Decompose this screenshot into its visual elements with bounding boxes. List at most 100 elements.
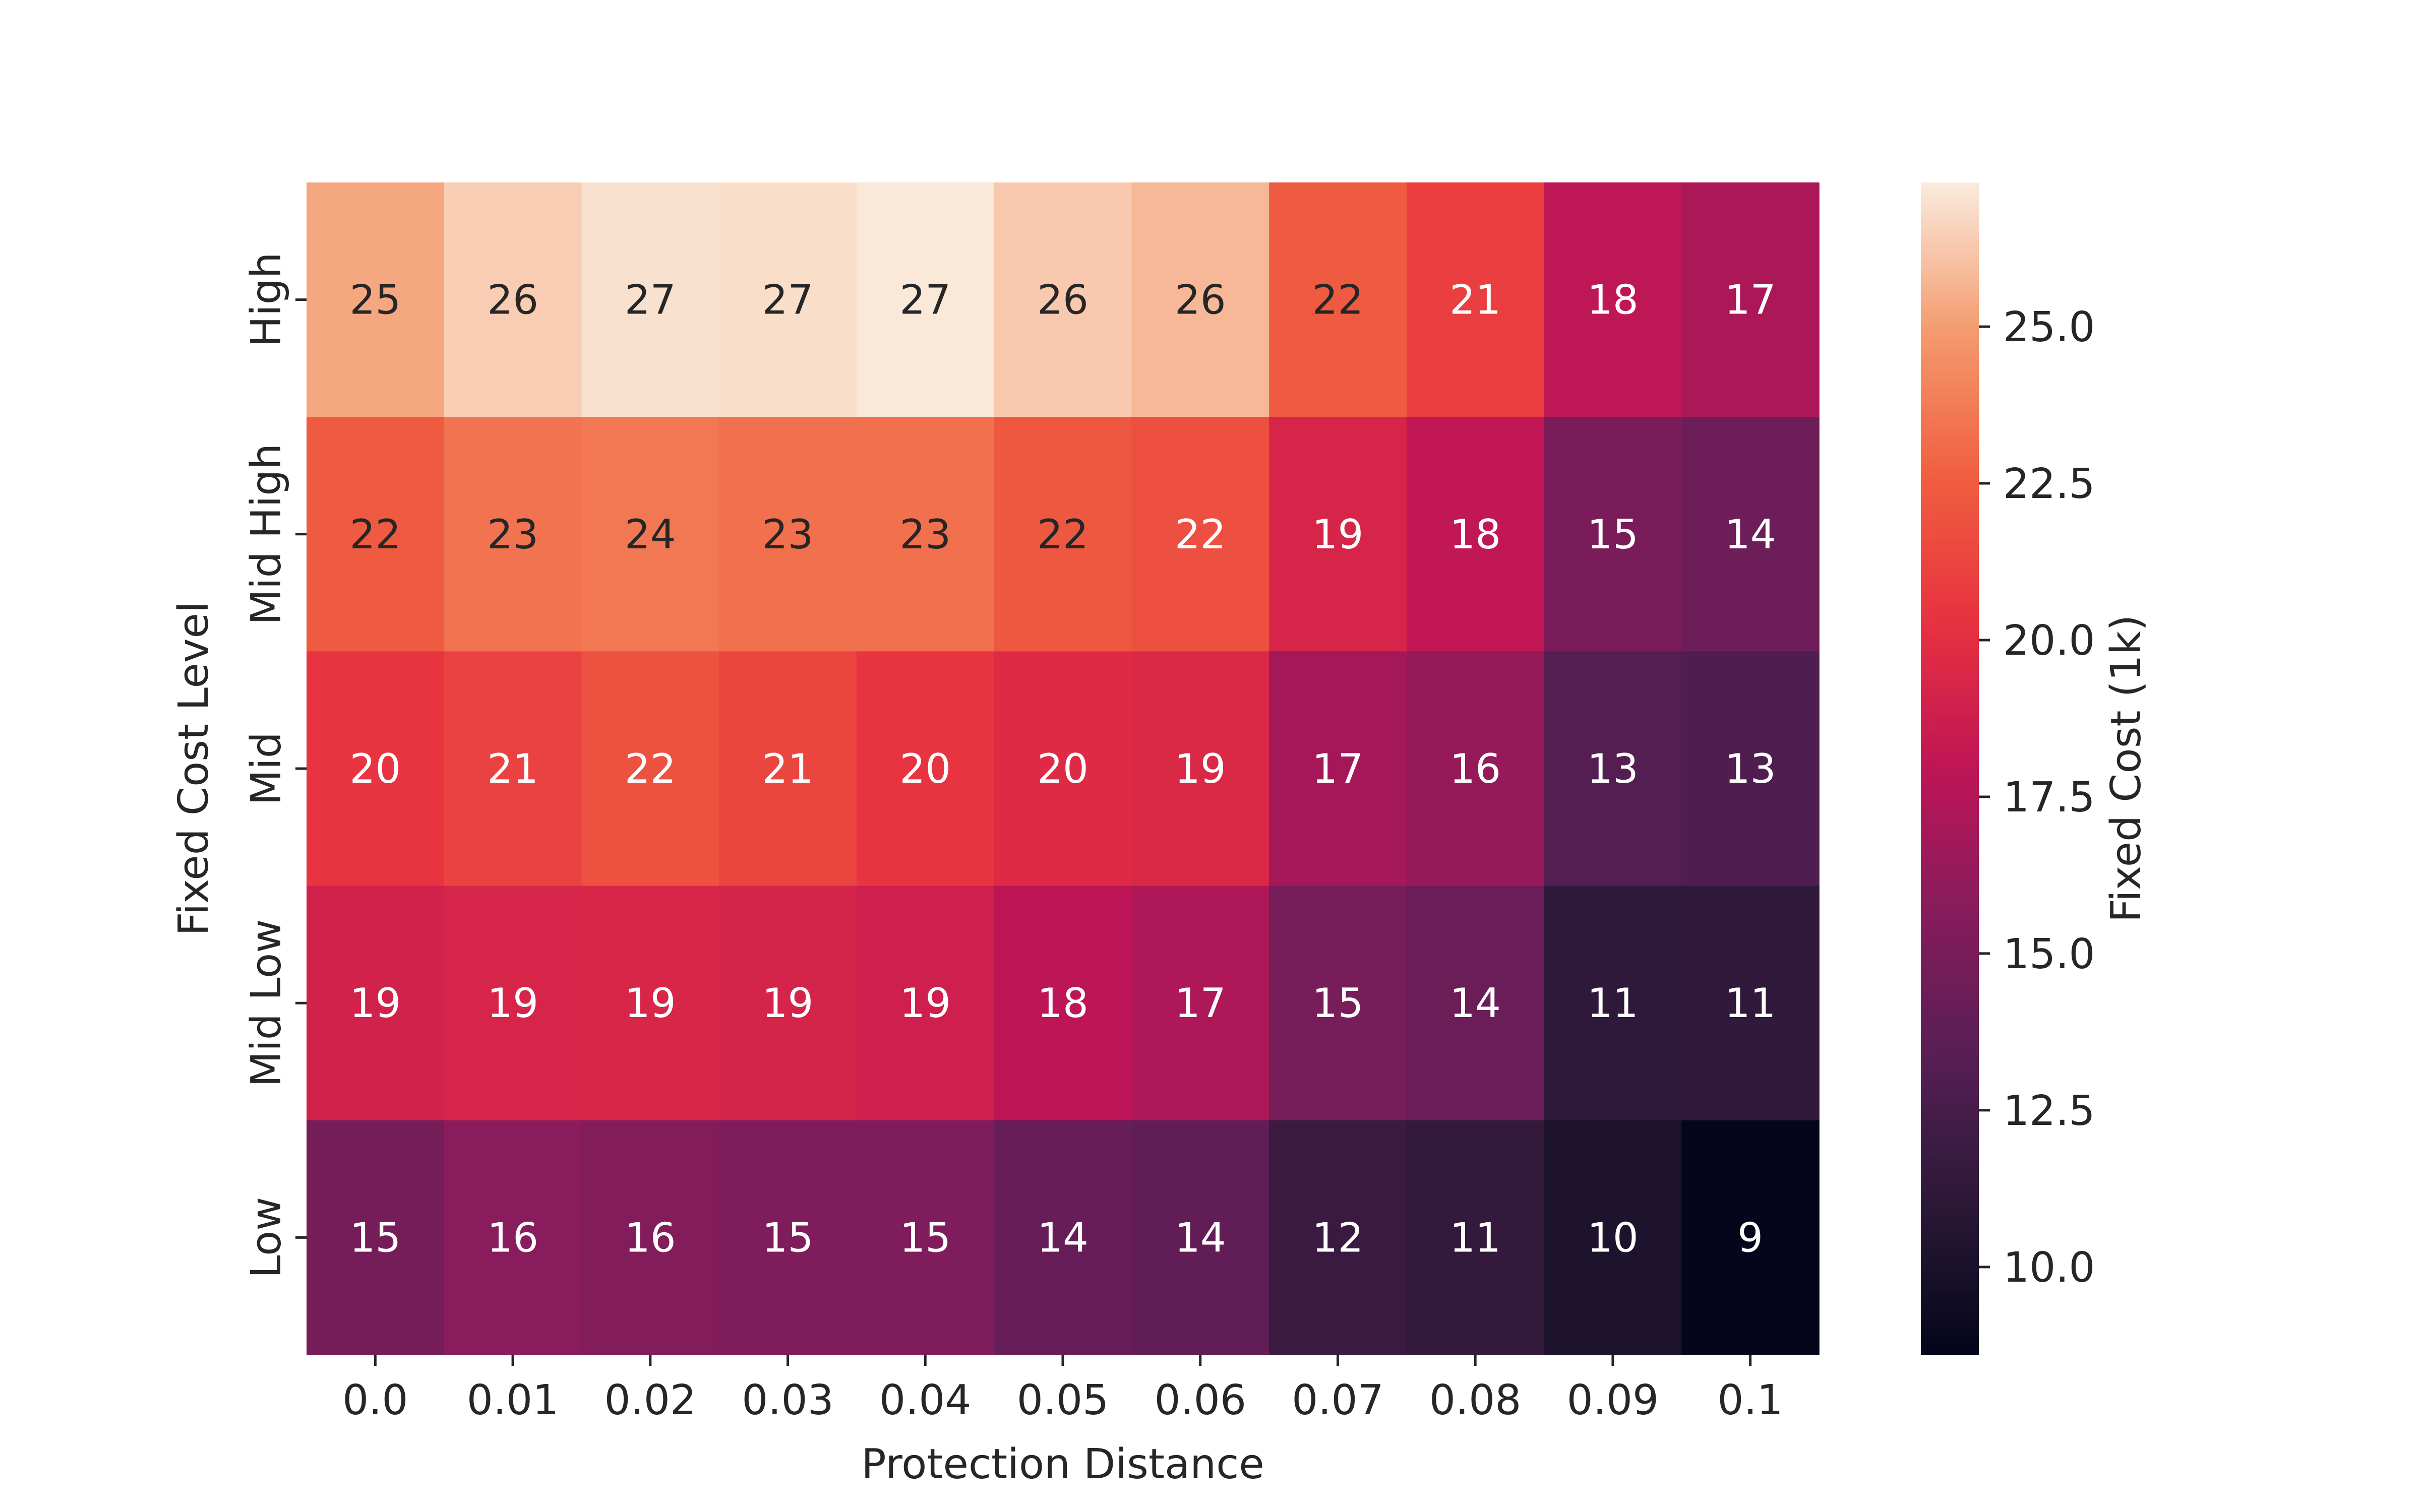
- cell-annotation: 18: [1449, 511, 1501, 558]
- heatmap-cell: [1131, 182, 1269, 417]
- cell-annotation: 26: [1037, 277, 1088, 324]
- heatmap-cell: [994, 182, 1132, 417]
- heatmap-cell: [307, 651, 445, 887]
- x-tick-label: 0.05: [1017, 1376, 1109, 1424]
- heatmap-cell: [1544, 182, 1682, 417]
- cell-annotation: 14: [1725, 511, 1776, 558]
- x-axis-label: Protection Distance: [861, 1440, 1264, 1488]
- heatmap-cell: [719, 182, 857, 417]
- x-tick-label: 0.08: [1429, 1376, 1522, 1424]
- heatmap-cell: [1131, 651, 1269, 887]
- heatmap-cell: [719, 886, 857, 1121]
- cell-annotation: 26: [487, 277, 538, 324]
- cell-annotation: 22: [1312, 277, 1364, 324]
- heatmap-cell: [856, 417, 995, 652]
- heatmap-cell: [719, 417, 857, 652]
- cell-annotation: 15: [1312, 980, 1364, 1027]
- heatmap-cell: [307, 886, 445, 1121]
- y-axis-label: Fixed Cost Level: [170, 601, 218, 935]
- heatmap-cell: [856, 886, 995, 1121]
- cell-annotation: 24: [625, 511, 676, 558]
- cell-annotation: 19: [625, 980, 676, 1027]
- x-tick-label: 0.01: [467, 1376, 559, 1424]
- cell-annotation: 15: [899, 1214, 951, 1261]
- heatmap-cell: [994, 651, 1132, 887]
- heatmap-cell: [1544, 417, 1682, 652]
- heatmap-cell: [1544, 886, 1682, 1121]
- cell-annotation: 25: [349, 277, 401, 324]
- colorbar-tick-label: 20.0: [2003, 617, 2095, 665]
- cell-annotation: 17: [1312, 745, 1364, 792]
- heatmap-cell: [1269, 651, 1407, 887]
- heatmap-cell: [1269, 182, 1407, 417]
- cell-annotation: 22: [349, 511, 401, 558]
- cell-annotation: 19: [1312, 511, 1364, 558]
- heatmap-cell: [307, 1120, 445, 1355]
- x-tick-label: 0.03: [742, 1376, 834, 1424]
- heatmap-cell: [307, 182, 445, 417]
- heatmap-cell: [1131, 417, 1269, 652]
- cell-annotation: 19: [899, 980, 951, 1027]
- cell-annotation: 22: [625, 745, 676, 792]
- heatmap-cells: [307, 182, 1820, 1355]
- heatmap-cell: [444, 651, 582, 887]
- heatmap-cell: [1131, 886, 1269, 1121]
- cell-annotation: 17: [1175, 980, 1226, 1027]
- x-tick-label: 0.09: [1567, 1376, 1659, 1424]
- heatmap-cell: [856, 1120, 995, 1355]
- cell-annotation: 23: [899, 511, 951, 558]
- colorbar-tick-label: 12.5: [2003, 1087, 2095, 1135]
- cell-annotation: 12: [1312, 1214, 1364, 1261]
- cell-annotation: 19: [487, 980, 538, 1027]
- heatmap-cell: [1406, 886, 1545, 1121]
- y-tick-label: Low: [243, 1197, 290, 1278]
- cell-annotation: 10: [1587, 1214, 1639, 1261]
- cell-annotation: 27: [762, 277, 814, 324]
- colorbar-tick-label: 17.5: [2003, 774, 2095, 822]
- cell-annotation: 19: [1175, 745, 1226, 792]
- cell-annotation: 9: [1737, 1214, 1763, 1261]
- x-tick-label: 0.02: [604, 1376, 697, 1424]
- colorbar-tick-label: 10.0: [2003, 1244, 2095, 1292]
- cell-annotation: 15: [762, 1214, 814, 1261]
- heatmap-cell: [1544, 1120, 1682, 1355]
- cell-annotation: 21: [487, 745, 538, 792]
- heatmap-cell: [444, 182, 582, 417]
- colorbar-tick-label: 25.0: [2003, 303, 2095, 351]
- heatmap-cell: [856, 651, 995, 887]
- cell-annotation: 11: [1587, 980, 1639, 1027]
- heatmap-cell: [581, 651, 719, 887]
- y-tick-label: Mid: [243, 732, 290, 805]
- cell-annotation: 17: [1725, 277, 1776, 324]
- x-tick-label: 0.06: [1154, 1376, 1246, 1424]
- cell-annotation: 18: [1037, 980, 1088, 1027]
- heatmap-cell: [1406, 417, 1545, 652]
- cell-annotation: 23: [487, 511, 538, 558]
- cell-annotation: 21: [762, 745, 814, 792]
- heatmap-cell: [994, 1120, 1132, 1355]
- heatmap-cell: [1406, 182, 1545, 417]
- heatmap-cell: [581, 886, 719, 1121]
- heatmap-cell: [719, 651, 857, 887]
- heatmap-cell: [1406, 651, 1545, 887]
- colorbar-tick-label: 22.5: [2003, 460, 2095, 508]
- heatmap-cell: [444, 417, 582, 652]
- cell-annotation: 19: [762, 980, 814, 1027]
- y-tick-label: Mid Low: [243, 919, 290, 1087]
- colorbar-ticks: 10.0 12.5 15.0 17.5 20.0 22.5 25.0: [1979, 303, 2095, 1292]
- heatmap-cell: [307, 417, 445, 652]
- cell-annotation: 13: [1587, 745, 1639, 792]
- cell-annotation: 11: [1449, 1214, 1501, 1261]
- cell-annotation: 16: [1449, 745, 1501, 792]
- heatmap-cell: [994, 886, 1132, 1121]
- heatmap-cell: [1406, 1120, 1545, 1355]
- cell-annotation: 18: [1587, 277, 1639, 324]
- cell-annotation: 13: [1725, 745, 1776, 792]
- cell-annotation: 27: [899, 277, 951, 324]
- heatmap-cell: [994, 417, 1132, 652]
- cell-annotation: 16: [625, 1214, 676, 1261]
- cell-annotation: 14: [1449, 980, 1501, 1027]
- x-tick-label: 0.0: [342, 1376, 408, 1424]
- cell-annotation: 27: [625, 277, 676, 324]
- cell-annotation: 20: [899, 745, 951, 792]
